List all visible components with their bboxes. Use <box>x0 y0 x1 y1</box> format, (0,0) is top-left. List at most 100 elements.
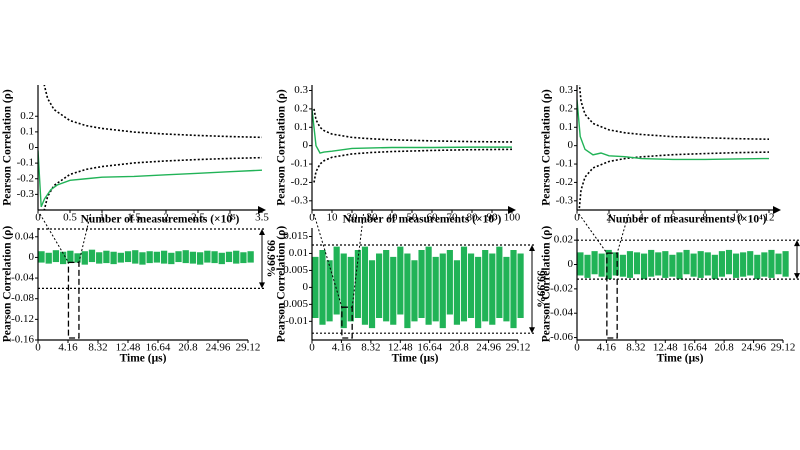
y-tick-label: -0.2 <box>291 176 308 188</box>
y-tick-label: 0.3 <box>294 84 308 96</box>
zoom-link <box>39 213 69 263</box>
y-tick-label: -0.16 <box>11 334 34 346</box>
y-tick-label: -0.2 <box>17 172 34 184</box>
x-tick-label: 29.12 <box>506 342 531 354</box>
threshold-curve <box>578 85 770 141</box>
x-tick-label: 4.16 <box>58 342 78 354</box>
y-tick-label: 0.2 <box>20 110 34 122</box>
x-tick-label: 4.16 <box>597 342 617 354</box>
y-tick-label: -0.3 <box>556 194 574 206</box>
y-tick-label: -0.3 <box>291 194 309 206</box>
x-tick-label: 20.8 <box>715 342 735 354</box>
x-tick-label: 4.16 <box>332 342 352 354</box>
zoom-link <box>78 213 91 263</box>
y-tick-label: 0 <box>568 258 574 270</box>
y-tick-label: 0.005 <box>283 264 308 276</box>
x-tick-label: 1.5 <box>127 212 141 224</box>
y-tick-label: 0.2 <box>294 102 308 114</box>
plot-area <box>38 85 262 210</box>
y-tick-label: -0.1 <box>291 158 308 170</box>
x-tick-label: 0 <box>574 212 580 224</box>
x-tick-label: 16.64 <box>417 342 442 354</box>
x-tick-label: 12.48 <box>116 342 141 354</box>
y-axis-label: Pearson Correlation (ρ) <box>2 89 14 206</box>
y-tick-label: -0.12 <box>11 313 34 325</box>
y-tick-label: 0.1 <box>20 125 34 137</box>
x-tick-label: 12 <box>764 212 775 224</box>
x-tick-label: 30 <box>367 212 379 224</box>
x-tick-label: 4 <box>638 212 644 224</box>
y-tick-label: 0.2 <box>559 102 573 114</box>
x-axis-label: Number of measurements (×10³) <box>343 214 502 226</box>
x-tick-label: 20.8 <box>450 342 470 354</box>
x-tick-label: 8.32 <box>626 342 645 354</box>
y-tick-label: -0.08 <box>11 292 34 304</box>
y-tick-label: -0.04 <box>11 272 34 284</box>
x-tick-label: 16.64 <box>146 342 171 354</box>
x-tick-label: 0 <box>574 342 580 354</box>
arrow-head <box>259 229 265 289</box>
zoom-window <box>341 306 353 339</box>
correlation-line <box>312 108 512 154</box>
range-annotation: 99.99% <box>264 240 276 277</box>
y-axis-label: Pearson Correlation (ρ) <box>276 226 288 343</box>
x-tick-label: 6 <box>670 212 676 224</box>
y-tick-label: -0.2 <box>556 176 573 188</box>
y-tick-label: 0 <box>303 139 309 151</box>
correlation-line <box>577 99 770 161</box>
zoom-window <box>67 261 80 339</box>
y-tick-label: -0.04 <box>550 307 573 319</box>
y-axis-label: Pearson Correlation (ρ) <box>2 226 14 343</box>
x-tick-label: 24.96 <box>206 342 231 354</box>
x-axis-label: Time (μs) <box>657 353 704 365</box>
x-tick-label: 0 <box>35 212 41 224</box>
x-tick-label: 2 <box>606 212 612 224</box>
x-axis-label: Time (μs) <box>392 353 439 365</box>
threshold-curve <box>578 151 770 210</box>
x-tick-label: 20 <box>347 212 359 224</box>
x-axis-label: Number of measurements (×10⁵) <box>81 214 240 226</box>
x-tick-label: 0 <box>35 342 41 354</box>
plot-area <box>577 85 770 210</box>
x-tick-label: 0 <box>309 212 315 224</box>
x-tick-label: 29.12 <box>771 342 796 354</box>
y-tick-label: -0.01 <box>285 315 308 327</box>
x-tick-label: 10 <box>327 212 339 224</box>
zoom-link <box>616 213 629 254</box>
y-tick-label: 0 <box>29 251 35 263</box>
y-tick-label: -0.3 <box>17 188 35 200</box>
y-tick-label: -0.1 <box>17 157 34 169</box>
x-tick-label: 20.8 <box>178 342 198 354</box>
x-tick-label: 50 <box>407 212 419 224</box>
y-tick-label: 0.04 <box>15 230 35 242</box>
y-tick-label: 0 <box>29 141 35 153</box>
x-tick-label: 3.5 <box>255 212 269 224</box>
y-tick-label: -0.06 <box>550 331 573 343</box>
x-tick-label: 60 <box>427 212 439 224</box>
y-tick-label: 0.015 <box>283 230 308 242</box>
threshold-curve <box>313 108 512 143</box>
x-tick-label: 80 <box>467 212 479 224</box>
x-axis-label: Time (μs) <box>120 353 167 365</box>
x-tick-label: 24.96 <box>476 342 501 354</box>
y-tick-label: 0.02 <box>554 234 573 246</box>
x-tick-label: 16.64 <box>682 342 707 354</box>
y-tick-label: -0.02 <box>550 282 573 294</box>
x-tick-label: 0.5 <box>63 212 77 224</box>
y-axis-label: Pearson Correlation (ρ) <box>276 89 288 206</box>
x-tick-label: 8.32 <box>361 342 380 354</box>
y-tick-label: 0 <box>568 139 574 151</box>
x-axis-label: Number of measurements (×10⁴) <box>608 214 767 226</box>
range-annotation: 99.99% <box>534 270 546 307</box>
x-tick-label: 24.96 <box>741 342 766 354</box>
y-tick-label: 0.3 <box>559 84 573 96</box>
x-tick-label: 10 <box>732 212 744 224</box>
zoom-link <box>578 213 608 254</box>
plot-area <box>312 108 512 183</box>
threshold-curve <box>313 148 512 183</box>
x-tick-label: 3 <box>227 212 233 224</box>
x-tick-label: 1 <box>99 212 105 224</box>
y-tick-label: 0.1 <box>559 121 573 133</box>
